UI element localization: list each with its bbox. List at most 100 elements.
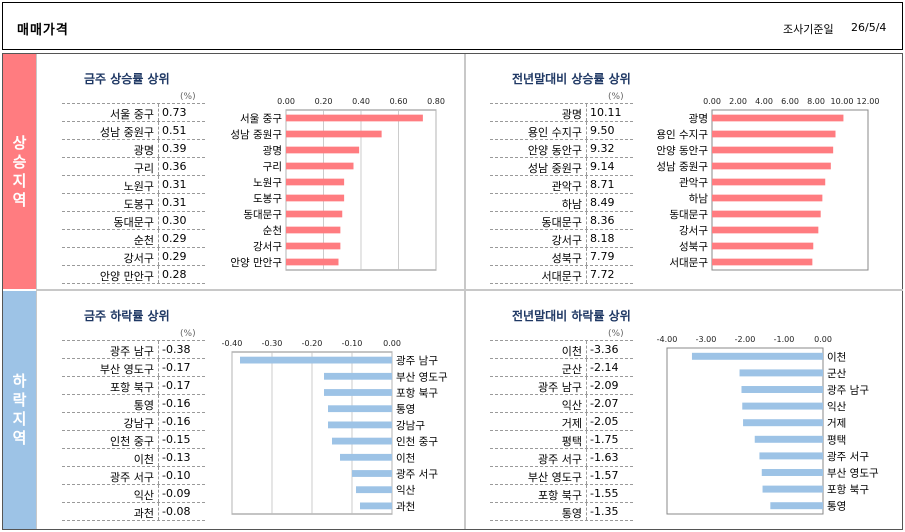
rank-table-week-fall: 광주 남구 -0.38 부산 영도구 -0.17 포항 북구 -0.17 통영 -0.16 강남… — [62, 340, 205, 521]
category-label: 이천 — [827, 351, 846, 363]
category-label: 익산 — [396, 485, 416, 497]
region-name: 부산 영도구 — [527, 471, 582, 484]
change-rate: -0.09 — [162, 487, 191, 500]
divider — [36, 54, 37, 529]
category-label: 광주 서구 — [827, 451, 869, 463]
category-label: 서울 중구 — [240, 113, 282, 125]
change-rate: 7.72 — [590, 268, 615, 281]
change-rate: 0.73 — [162, 106, 187, 119]
region-name: 구리 — [133, 162, 154, 175]
region-name: 동대문구 — [541, 216, 582, 229]
column-separator — [158, 122, 159, 139]
category-label: 성남 중원구 — [230, 129, 282, 141]
unit-label: (%) — [180, 329, 196, 339]
region-name: 성북구 — [551, 252, 582, 265]
change-rate: -0.13 — [162, 451, 191, 464]
table-row: 성남 중원구 9.14 — [490, 158, 633, 176]
region-name: 강서구 — [551, 234, 582, 247]
region-name: 이천 — [133, 453, 154, 466]
x-tick-label: -0.20 — [302, 339, 323, 348]
table-row: 안양 만안구 0.28 — [62, 266, 205, 284]
column-separator — [586, 467, 587, 484]
bar — [286, 210, 343, 218]
region-name: 강서구 — [123, 252, 154, 265]
column-separator — [586, 359, 587, 376]
bar — [356, 486, 392, 494]
region-name: 포항 북구 — [538, 489, 582, 502]
bar — [712, 130, 836, 138]
column-separator — [158, 158, 159, 175]
x-tick-label: 6.00 — [781, 97, 799, 106]
bar — [742, 402, 823, 410]
region-name: 광주 남구 — [538, 381, 582, 394]
category-label: 광주 남구 — [396, 355, 438, 367]
table-row: 하남 8.49 — [490, 194, 633, 212]
x-tick-label: -0.30 — [262, 339, 283, 348]
table-row: 성북구 7.79 — [490, 248, 633, 266]
region-name: 도봉구 — [123, 198, 154, 211]
change-rate: -0.16 — [162, 397, 191, 410]
change-rate: -0.08 — [162, 505, 191, 518]
category-label: 강서구 — [253, 241, 282, 253]
category-label: 구리 — [263, 161, 282, 173]
category-label: 과천 — [396, 501, 415, 513]
bar — [759, 452, 823, 460]
column-separator — [586, 140, 587, 157]
change-rate: 0.29 — [162, 250, 187, 263]
change-rate: -2.14 — [590, 361, 619, 374]
x-tick-label: 12.00 — [857, 97, 880, 106]
x-tick-label: 0.60 — [390, 97, 408, 106]
bar — [712, 258, 813, 266]
bar — [712, 178, 826, 186]
x-tick-label: 10.00 — [831, 97, 854, 106]
divider — [464, 54, 466, 529]
bar — [712, 146, 834, 154]
column-separator — [586, 449, 587, 466]
region-name: 강남구 — [123, 417, 154, 430]
column-separator — [158, 104, 159, 121]
category-label: 노원구 — [253, 177, 282, 189]
category-label: 하남 — [689, 192, 709, 205]
category-label: 동대문구 — [243, 209, 282, 221]
bar — [712, 162, 831, 170]
table-row: 관악구 8.71 — [490, 176, 633, 194]
x-tick-label: 8.00 — [807, 97, 825, 106]
category-label: 성북구 — [679, 241, 708, 253]
bar — [712, 210, 821, 218]
category-label: 광주 서구 — [396, 469, 438, 481]
table-row: 노원구 0.31 — [62, 176, 205, 194]
change-rate: -1.63 — [590, 451, 619, 464]
bar — [286, 130, 382, 138]
change-rate: -1.75 — [590, 433, 619, 446]
table-row: 이천 -3.36 — [490, 341, 633, 359]
table-row: 통영 -0.16 — [62, 395, 205, 413]
region-name: 포항 북구 — [110, 381, 154, 394]
category-label: 거제 — [827, 418, 846, 430]
column-separator — [158, 503, 159, 520]
column-separator — [586, 503, 587, 520]
change-rate: -0.17 — [162, 379, 191, 392]
region-name: 용인 수지구 — [527, 126, 582, 139]
x-tick-label: 2.00 — [729, 97, 747, 106]
column-separator — [158, 485, 159, 502]
bar — [762, 485, 823, 493]
rank-table-year-rise: 광명 10.11 용인 수지구 9.50 안양 동안구 9.32 성남 중원구 9.14 관악구… — [490, 103, 633, 284]
category-label: 서대문구 — [669, 257, 708, 269]
x-tick-label: 0.40 — [352, 97, 370, 106]
x-tick-label: -4.00 — [657, 335, 678, 344]
region-name: 안양 만안구 — [99, 270, 154, 283]
region-name: 익산 — [133, 489, 154, 502]
change-rate: -0.16 — [162, 415, 191, 428]
table-row: 광주 서구 -0.10 — [62, 467, 205, 485]
category-label: 평택 — [827, 434, 846, 446]
bar — [286, 178, 345, 186]
bar — [286, 162, 354, 170]
change-rate: -1.55 — [590, 487, 619, 500]
region-name: 순천 — [133, 234, 154, 247]
change-rate: -1.57 — [590, 469, 619, 482]
change-rate: -0.38 — [162, 343, 191, 356]
region-name: 하남 — [561, 198, 582, 211]
column-separator — [586, 212, 587, 229]
column-separator — [158, 140, 159, 157]
